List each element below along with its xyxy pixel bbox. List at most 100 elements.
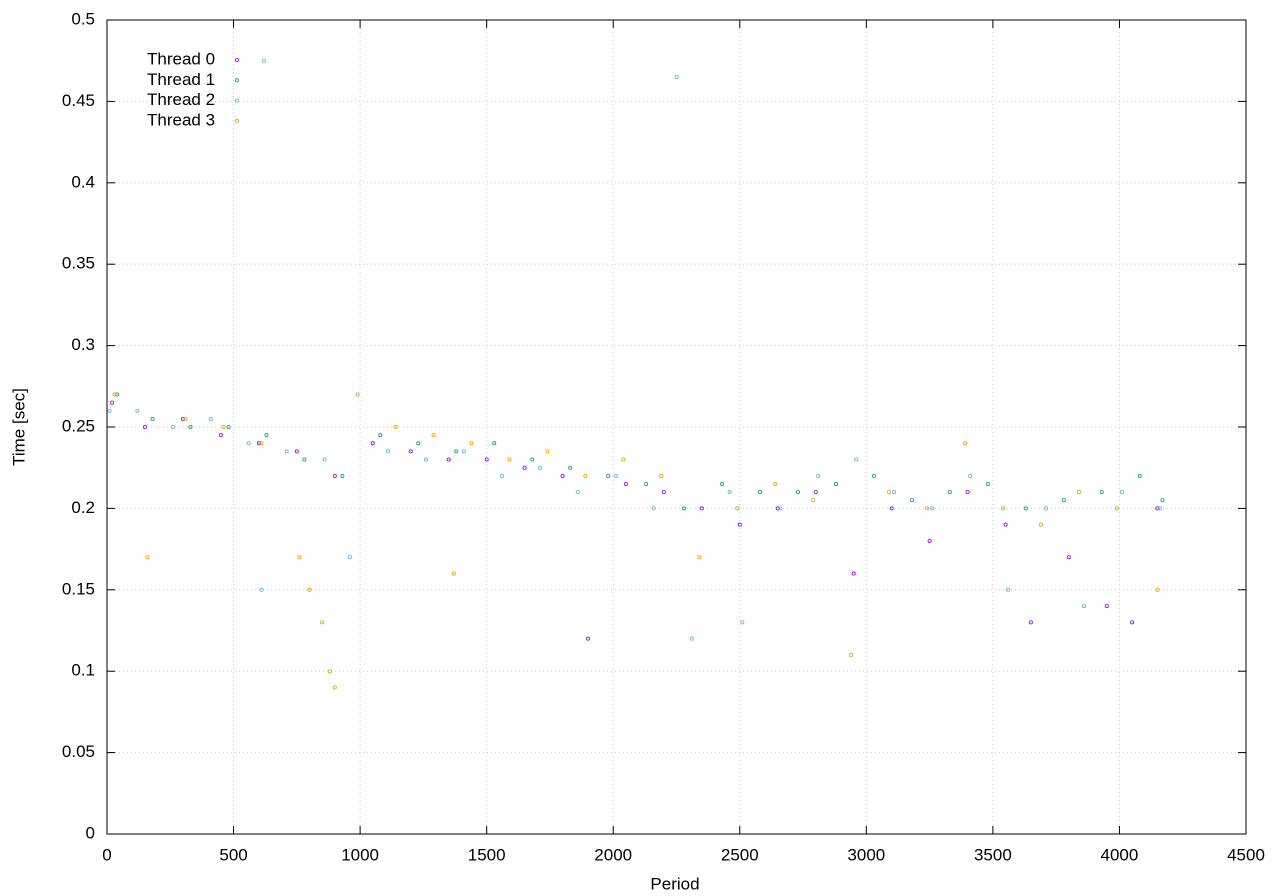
point: [180, 416, 185, 421]
point: [985, 481, 990, 486]
y-axis-label: Time [sec]: [9, 388, 28, 466]
point: [887, 490, 892, 495]
point: [188, 424, 193, 429]
point: [1104, 604, 1109, 609]
point: [689, 636, 694, 641]
point: [451, 571, 456, 576]
point: [112, 392, 117, 397]
x-tick-label: 0: [102, 845, 111, 864]
point: [773, 481, 778, 486]
point: [284, 449, 289, 454]
point: [795, 490, 800, 495]
point: [110, 400, 115, 405]
point: [613, 473, 618, 478]
point: [115, 392, 120, 397]
point: [246, 441, 251, 446]
point: [740, 620, 745, 625]
point: [469, 441, 474, 446]
point: [545, 449, 550, 454]
point: [575, 490, 580, 495]
point: [1155, 587, 1160, 592]
point: [925, 506, 930, 511]
point: [340, 473, 345, 478]
point: [145, 555, 150, 560]
point: [816, 473, 821, 478]
point: [446, 457, 451, 462]
point: [674, 74, 679, 79]
point: [699, 506, 704, 511]
point: [322, 457, 327, 462]
x-tick-label: 500: [219, 845, 247, 864]
point: [1082, 604, 1087, 609]
x-tick-label: 1500: [468, 845, 506, 864]
x-tick-label: 4500: [1227, 845, 1265, 864]
point: [294, 449, 299, 454]
point: [568, 465, 573, 470]
point: [659, 473, 664, 478]
point: [735, 506, 740, 511]
point: [661, 490, 666, 495]
legend-marker: [234, 118, 239, 123]
point: [623, 481, 628, 486]
point: [107, 408, 112, 413]
plot-border: [106, 19, 1247, 835]
point: [849, 652, 854, 657]
legend-marker: [234, 98, 239, 103]
point: [332, 685, 337, 690]
y-tick-label: 0.4: [71, 172, 95, 191]
point: [1137, 473, 1142, 478]
point: [560, 473, 565, 478]
point: [135, 408, 140, 413]
point: [758, 490, 763, 495]
point: [208, 416, 213, 421]
point: [226, 424, 231, 429]
point: [854, 457, 859, 462]
point: [1114, 506, 1119, 511]
point: [355, 392, 360, 397]
y-tick-label: 0.5: [71, 9, 95, 28]
x-tick-label: 4000: [1101, 845, 1139, 864]
point: [583, 473, 588, 478]
point: [142, 424, 147, 429]
point: [1066, 555, 1071, 560]
y-tick-label: 0.3: [71, 335, 95, 354]
point: [416, 441, 421, 446]
point: [965, 490, 970, 495]
point: [1157, 506, 1162, 511]
point: [261, 58, 266, 63]
point: [778, 506, 783, 511]
x-tick-label: 2500: [721, 845, 759, 864]
point: [408, 449, 413, 454]
point: [1028, 620, 1033, 625]
point: [720, 481, 725, 486]
point: [892, 490, 897, 495]
point: [423, 457, 428, 462]
point: [968, 473, 973, 478]
point: [259, 587, 264, 592]
point: [909, 498, 914, 503]
point: [811, 498, 816, 503]
x-tick-label: 1000: [341, 845, 379, 864]
point: [697, 555, 702, 560]
legend-label: Thread 2: [147, 90, 215, 109]
point: [947, 490, 952, 495]
point: [1119, 490, 1124, 495]
legend-marker: [234, 78, 239, 83]
legend-label: Thread 1: [147, 70, 215, 89]
point: [327, 669, 332, 674]
point: [585, 636, 590, 641]
point: [431, 433, 436, 438]
point: [833, 481, 838, 486]
point: [871, 473, 876, 478]
point: [1023, 506, 1028, 511]
point: [259, 441, 264, 446]
point: [537, 465, 542, 470]
point: [307, 587, 312, 592]
point: [370, 441, 375, 446]
point: [1038, 522, 1043, 527]
point: [454, 449, 459, 454]
point: [775, 506, 780, 511]
point: [1001, 506, 1006, 511]
